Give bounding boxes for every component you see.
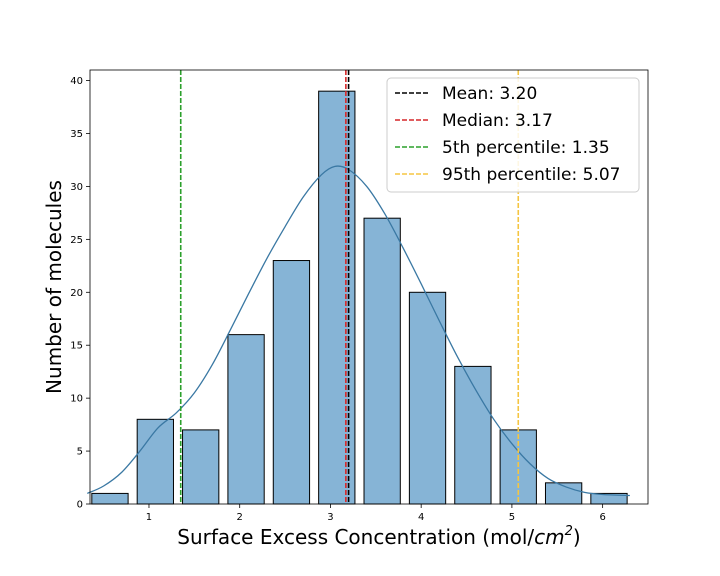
x-tick-label: 2 bbox=[237, 512, 243, 523]
x-axis-title-unit-exp: 2 bbox=[565, 524, 573, 539]
histogram-bar bbox=[136, 418, 174, 505]
y-axis: 0 5 10 15 20 25 30 35 40 bbox=[70, 76, 90, 511]
legend: Mean: 3.20 Median: 3.17 5th percentile: 1.… bbox=[386, 77, 640, 193]
x-axis: 1 2 3 4 5 6 bbox=[146, 504, 606, 523]
y-tick-label: 0 bbox=[77, 500, 83, 511]
histogram-bar bbox=[318, 90, 356, 505]
legend-frame bbox=[386, 77, 640, 193]
y-axis-title: Number of molecules bbox=[42, 180, 66, 394]
histogram-bar bbox=[272, 260, 311, 505]
x-tick-label: 5 bbox=[509, 512, 515, 523]
x-axis-title-close: ) bbox=[573, 525, 581, 549]
histogram-bar bbox=[454, 365, 492, 505]
y-tick-label: 15 bbox=[70, 341, 83, 352]
y-tick-label: 10 bbox=[70, 394, 83, 405]
x-tick-label: 6 bbox=[599, 512, 605, 523]
y-tick-label: 40 bbox=[70, 76, 83, 87]
histogram-bar bbox=[363, 217, 401, 505]
histogram-bar bbox=[408, 291, 447, 505]
x-axis-title-unit-base: cm bbox=[534, 525, 564, 549]
plot-area-frame bbox=[89, 69, 649, 505]
x-tick-label: 4 bbox=[418, 512, 424, 523]
mean-legend-label: Mean: 3.20 bbox=[442, 84, 537, 104]
y-tick-label: 35 bbox=[70, 129, 83, 140]
x-axis-title-main: Surface Excess Concentration (mol/ bbox=[177, 525, 534, 549]
histogram-bar bbox=[182, 429, 220, 505]
y-tick-label: 5 bbox=[77, 447, 83, 458]
95th-percentile-legend-label: 95th percentile: 5.07 bbox=[442, 165, 620, 185]
histogram-bar bbox=[227, 334, 265, 505]
x-tick-label: 3 bbox=[327, 512, 333, 523]
y-tick-label: 30 bbox=[70, 182, 83, 193]
5th-percentile-legend-label: 5th percentile: 1.35 bbox=[442, 138, 610, 158]
x-tick-label: 1 bbox=[146, 512, 152, 523]
x-axis-title: Surface Excess Concentration (mol/cm2) bbox=[177, 524, 580, 549]
y-tick-label: 20 bbox=[70, 288, 83, 299]
median-legend-label: Median: 3.17 bbox=[442, 111, 553, 131]
histogram-bar bbox=[91, 492, 129, 505]
y-tick-label: 25 bbox=[70, 235, 83, 246]
